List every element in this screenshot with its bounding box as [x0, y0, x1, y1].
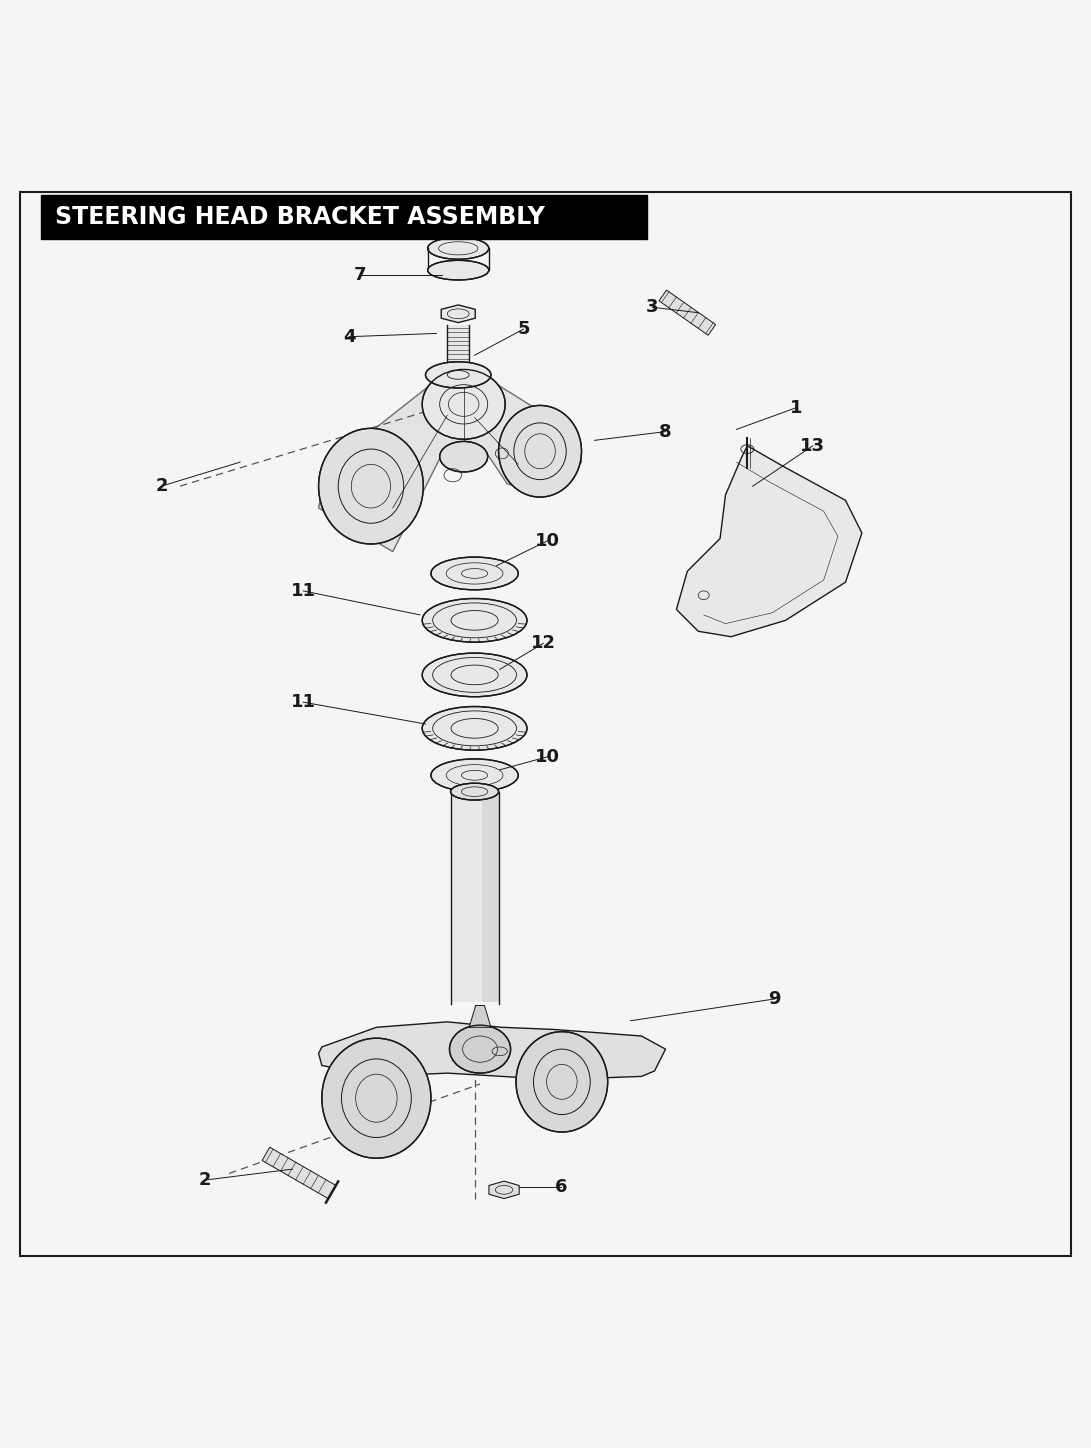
Text: 10: 10 [536, 747, 560, 766]
Polygon shape [319, 1022, 666, 1080]
Text: 13: 13 [801, 437, 825, 455]
Ellipse shape [440, 442, 488, 472]
Ellipse shape [431, 557, 518, 589]
Ellipse shape [431, 759, 518, 792]
Text: 9: 9 [768, 990, 781, 1008]
Polygon shape [447, 324, 469, 366]
Text: 2: 2 [199, 1171, 212, 1189]
Polygon shape [451, 792, 499, 1002]
Bar [41, 195, 647, 239]
Ellipse shape [322, 1038, 431, 1158]
Ellipse shape [451, 783, 499, 801]
Ellipse shape [319, 429, 423, 544]
Ellipse shape [422, 653, 527, 696]
Ellipse shape [499, 405, 582, 497]
Text: 11: 11 [291, 582, 315, 599]
Text: 6: 6 [554, 1177, 567, 1196]
Polygon shape [482, 792, 499, 1002]
Ellipse shape [422, 707, 527, 750]
Text: 2: 2 [155, 478, 168, 495]
Polygon shape [676, 446, 862, 637]
Text: 12: 12 [531, 634, 555, 652]
Text: 11: 11 [291, 694, 315, 711]
Polygon shape [659, 290, 716, 336]
Polygon shape [319, 372, 582, 552]
Ellipse shape [428, 237, 489, 259]
Ellipse shape [422, 369, 505, 439]
Polygon shape [469, 1005, 491, 1027]
Ellipse shape [449, 1025, 511, 1073]
Ellipse shape [422, 598, 527, 641]
Text: 7: 7 [353, 265, 367, 284]
Polygon shape [441, 306, 476, 323]
Text: 3: 3 [646, 298, 659, 316]
Text: 5: 5 [517, 320, 530, 337]
Polygon shape [262, 1147, 336, 1199]
Text: 1: 1 [790, 398, 803, 417]
Text: 8: 8 [659, 423, 672, 440]
Text: 10: 10 [536, 531, 560, 550]
Text: STEERING HEAD BRACKET ASSEMBLY: STEERING HEAD BRACKET ASSEMBLY [55, 204, 544, 229]
Text: 4: 4 [343, 327, 356, 346]
Ellipse shape [428, 261, 489, 279]
Polygon shape [489, 1182, 519, 1199]
Ellipse shape [516, 1031, 608, 1132]
Ellipse shape [425, 362, 491, 388]
